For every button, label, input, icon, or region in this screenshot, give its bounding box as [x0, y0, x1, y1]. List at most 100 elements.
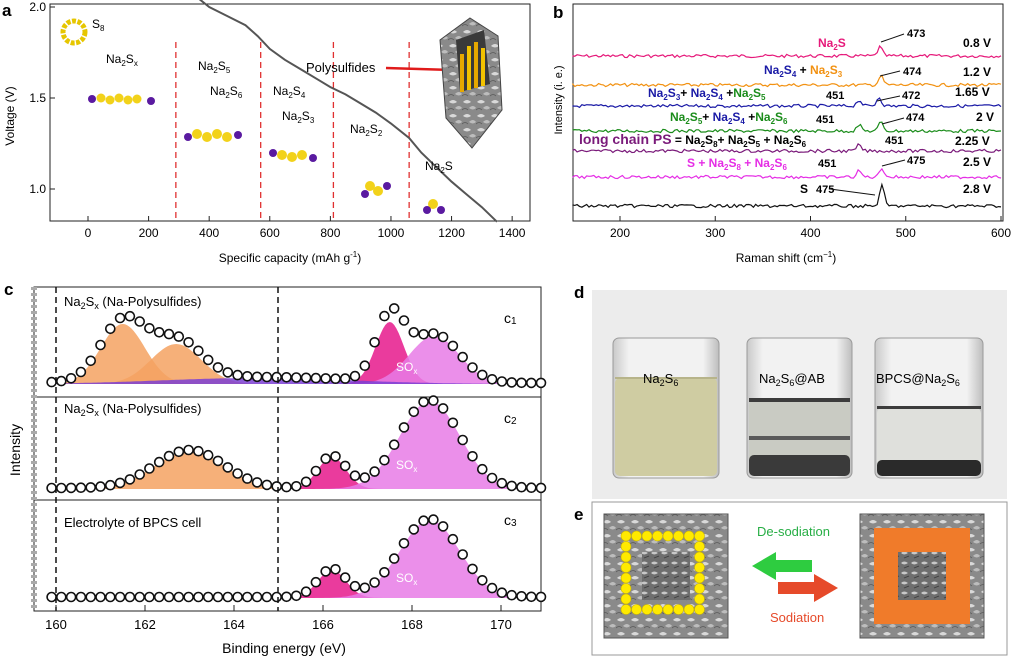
- raman-spectrum-28V: [572, 182, 1002, 209]
- xps-data-point: [428, 395, 439, 406]
- xps-component-c3: [49, 520, 546, 598]
- sodium-dot: [673, 604, 684, 615]
- xps-component-c1: [49, 344, 546, 384]
- xps-data-point: [398, 315, 410, 326]
- xps-data-point: [408, 326, 420, 338]
- xps-data-point: [173, 446, 185, 458]
- raman-spectrum-12V: [571, 74, 1002, 88]
- xps-data-point: [428, 328, 439, 339]
- c-xtick-label: 160: [45, 617, 67, 632]
- xps-data-point: [183, 591, 194, 603]
- c-xtick-label: 168: [401, 617, 423, 632]
- xps-data-point: [447, 533, 459, 545]
- panel-a-ylabel: Voltage (V): [3, 86, 17, 145]
- c1-sox-label: SOx: [396, 360, 417, 376]
- peak-arrows: [829, 33, 906, 196]
- xps-data-point: [281, 371, 292, 383]
- xps-data-point: [349, 370, 361, 382]
- xps-data-point: [202, 449, 214, 461]
- species-na2s4-label: Na2S4: [273, 84, 306, 100]
- species-na2s6-label: Na2S6: [210, 84, 243, 100]
- b-xtick-label: 500: [896, 226, 916, 240]
- xps-data-point: [95, 591, 106, 603]
- xps-data-point: [398, 537, 410, 549]
- polysulfides-callout: Polysulfides: [306, 60, 376, 75]
- na2s2-molecule-icon: [361, 181, 391, 198]
- voltage-curve: [198, 0, 498, 223]
- c-xtick-label: 162: [134, 617, 156, 632]
- xps-data-point: [212, 362, 224, 373]
- xps-data-point: [281, 481, 292, 493]
- xps-data-point: [153, 326, 165, 338]
- xps-data-point: [75, 482, 87, 494]
- c1-tag: c1: [504, 310, 517, 327]
- sodium-dot: [673, 530, 684, 542]
- xps-data-point: [75, 591, 87, 603]
- panel-c-xlabel: Binding energy (eV): [222, 640, 346, 656]
- xps-data-point: [359, 582, 371, 594]
- xps-data-point: [114, 477, 126, 489]
- raman-species-1.2v: Na2S4 + Na2S3: [764, 63, 843, 79]
- peak-label: 451: [816, 114, 834, 126]
- c1-title: Na2Sx (Na-Polysulfides): [64, 294, 201, 311]
- species-na2s3-label: Na2S3: [282, 109, 315, 125]
- sodiated-host-icon: [603, 513, 729, 639]
- xps-data-point: [290, 590, 302, 602]
- xps-data-point: [506, 377, 518, 388]
- xps-data-point: [339, 460, 351, 472]
- c3-title: Electrolyte of BPCS cell: [64, 515, 201, 530]
- panel-b: b 200 300 400 500 600 Raman shift (cm−1) Int…: [553, 3, 1011, 265]
- xps-data-point: [222, 462, 234, 473]
- sodium-dot: [631, 530, 642, 542]
- peak-label: 472: [902, 90, 920, 102]
- raman-species-2.5v: S + Na2S8 + Na2S6: [687, 156, 787, 172]
- xps-data-point: [163, 328, 175, 340]
- c2-title: Na2Sx (Na-Polysulfides): [64, 401, 201, 418]
- xps-data-point: [124, 474, 136, 485]
- xps-data-point: [222, 367, 234, 378]
- a-xtick-label: 1000: [378, 226, 405, 240]
- sodium-dot: [641, 604, 653, 615]
- xps-data-point: [193, 345, 204, 357]
- xps-data-point: [163, 591, 175, 603]
- xps-data-point: [525, 377, 537, 389]
- sodium-dot: [620, 593, 632, 605]
- xps-data-point: [290, 480, 302, 492]
- xps-component-c1: [49, 324, 546, 384]
- xps-data-point: [330, 451, 341, 462]
- xps-data-point: [506, 589, 518, 601]
- xps-data-point: [310, 372, 322, 384]
- xps-data-point: [144, 463, 155, 474]
- xps-data-point: [516, 590, 527, 602]
- xps-data-point: [535, 377, 547, 389]
- xps-data-point: [242, 591, 253, 603]
- xps-component-c2: [49, 401, 546, 489]
- sodium-dot: [620, 583, 632, 594]
- a-xtick-label: 1200: [438, 226, 465, 240]
- xps-data-point: [232, 468, 243, 479]
- c-xtick-label: 164: [223, 617, 245, 632]
- xps-data-point: [379, 566, 390, 578]
- xps-data-point: [75, 366, 87, 378]
- xps-data-point: [105, 591, 116, 603]
- species-na2s5-label: Na2S5: [198, 59, 231, 75]
- xps-data-point: [290, 372, 302, 383]
- c2-sox-label: SOx: [396, 458, 417, 474]
- xps-data-point: [271, 371, 283, 383]
- vial-na2s6-ab: [746, 337, 853, 479]
- xps-data-point: [339, 373, 351, 384]
- vial-label-na2s6-ab: Na2S6@AB: [759, 371, 825, 388]
- s8-ring-icon: [60, 18, 88, 46]
- xps-data-point: [261, 479, 273, 491]
- panel-a-xticks: 0 200 400 600 800 1000 1200 1400: [85, 216, 526, 240]
- species-na2sx-label: Na2Sx: [106, 52, 138, 68]
- raman-species-sulfur: S: [800, 182, 808, 196]
- na2s-molecule-icon: [423, 199, 445, 214]
- xps-data-point: [153, 591, 165, 603]
- xps-data-point: [46, 482, 57, 494]
- xps-data-point: [369, 577, 380, 588]
- xps-data-point: [95, 481, 106, 492]
- panel-e-letter: e: [574, 505, 583, 524]
- xps-data-point: [476, 574, 488, 586]
- xps-data-point: [173, 591, 185, 603]
